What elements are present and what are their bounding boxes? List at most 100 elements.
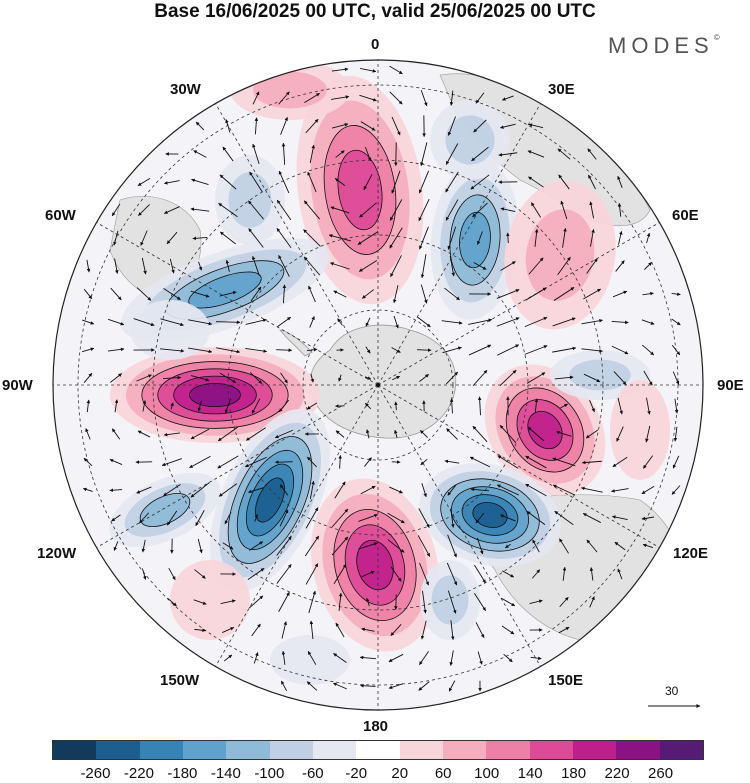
wind-arrow (498, 152, 518, 157)
wind-arrow (111, 514, 121, 522)
colorbar-segment (399, 741, 443, 759)
wind-arrow (394, 429, 398, 438)
wind-arrow (420, 620, 427, 640)
wind-arrow (448, 680, 456, 692)
wind-arrow (418, 198, 430, 222)
wind-arrow (477, 651, 483, 665)
wind-arrow (581, 318, 603, 325)
wind-arrow (248, 228, 264, 248)
wind-arrow (589, 596, 595, 608)
wind-arrow (222, 542, 234, 550)
wind-arrow (359, 68, 377, 73)
wind-arrow (309, 144, 315, 164)
wind-arrow (166, 510, 178, 526)
wind-arrow (673, 426, 678, 442)
wind-arrow (387, 539, 405, 553)
wind-arrow (217, 426, 239, 442)
wind-arrow (338, 592, 343, 611)
wind-arrow (111, 203, 121, 217)
wind-arrow (525, 287, 547, 301)
wind-arrow (473, 119, 487, 133)
wind-arrow (589, 567, 594, 581)
wind-arrow (420, 284, 428, 304)
wind-arrow (360, 121, 376, 131)
colorbar-label: 220 (604, 765, 630, 782)
colorbar-label: 260 (648, 765, 674, 782)
colorbar-segment (529, 741, 573, 759)
wind-arrow (527, 150, 545, 158)
anomaly-contour (255, 477, 285, 523)
wind-arrow (363, 174, 373, 190)
lon-label-90e: 90E (717, 377, 744, 394)
colorbar-segment (226, 741, 270, 759)
anomaly-contour (472, 502, 508, 528)
wind-arrow (641, 319, 655, 325)
wind-arrow (337, 318, 343, 326)
wind-arrow (333, 653, 347, 663)
wind-arrow (160, 318, 184, 327)
wind-arrow (305, 118, 319, 134)
meridian-line (92, 219, 379, 386)
wind-arrow (389, 199, 403, 221)
wind-arrow (364, 376, 372, 380)
lon-label-60w: 60W (45, 207, 76, 224)
wind-arrow (276, 199, 292, 221)
lon-label-30e: 30E (548, 81, 575, 98)
wind-arrow (110, 287, 122, 301)
wind-arrow (305, 563, 319, 585)
wind-arrow (496, 289, 520, 299)
wind-arrow (280, 372, 288, 384)
wind-arrow (468, 344, 492, 356)
wind-arrow (217, 455, 239, 469)
wind-arrow (534, 398, 539, 414)
wind-arrow (225, 259, 230, 272)
colorbar-segment (486, 741, 530, 759)
wind-arrow (330, 95, 350, 100)
colorbar (52, 740, 704, 760)
wind-arrow (359, 94, 377, 102)
wind-arrow (193, 150, 207, 158)
wind-arrow (615, 260, 625, 272)
wind-arrow (499, 369, 517, 387)
wind-arrow (612, 290, 628, 298)
lat-lon-grid (53, 60, 703, 710)
wind-arrow (642, 455, 654, 469)
wind-arrow (360, 485, 376, 495)
colorbar-segment (312, 741, 357, 759)
wind-arrow (281, 142, 286, 165)
wind-arrow (583, 288, 601, 300)
wind-arrow (389, 65, 403, 75)
wind-arrow (195, 121, 205, 131)
wind-arrow (193, 599, 207, 605)
wind-arrow (338, 455, 342, 469)
wind-arrow (141, 257, 147, 275)
wind-arrow (330, 262, 350, 270)
wind-arrow (359, 202, 377, 218)
wind-arrow (471, 146, 489, 162)
wind-arrow (387, 512, 405, 524)
wind-arrow (280, 680, 288, 692)
wind-arrow (646, 397, 651, 415)
wind-arrow (248, 200, 264, 220)
wind-arrow (617, 397, 623, 415)
wind-arrow (506, 232, 510, 244)
anomaly-contour (130, 300, 210, 360)
wind-arrow (107, 347, 125, 352)
colorbar-segment (96, 741, 140, 759)
wind-arrow (553, 287, 575, 301)
wind-arrow (365, 317, 371, 327)
wind-arrow (167, 597, 177, 607)
wind-arrow (419, 562, 429, 586)
wind-arrow (358, 542, 378, 550)
wind-arrow (332, 682, 347, 690)
wind-arrow (141, 568, 147, 580)
wind-arrow (163, 287, 181, 301)
wind-arrow (644, 262, 652, 270)
wind-arrow (309, 316, 315, 328)
wind-arrow (391, 170, 401, 194)
wind-arrow (441, 320, 463, 325)
colorbar-segment (572, 741, 617, 759)
wind-arrow (556, 430, 572, 437)
colorbar-segment (442, 741, 487, 759)
wind-arrow (163, 180, 180, 185)
